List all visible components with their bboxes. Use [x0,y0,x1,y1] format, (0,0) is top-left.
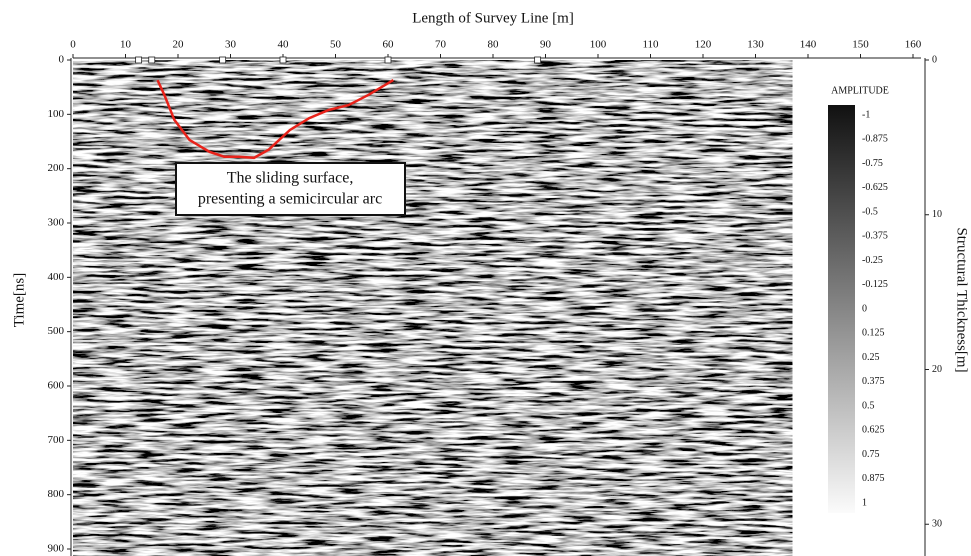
colorbar-tick-label: -0.5 [862,206,878,217]
sliding-surface-curve [156,79,394,160]
y-axis-label: Time[ns] [11,273,27,327]
colorbar-tick-label: 0 [862,303,867,314]
y-tick-label: 700 [48,434,65,446]
colorbar [828,105,855,513]
x-tick-label: 100 [590,39,607,51]
x-tick-label: 150 [852,39,869,51]
colorbar-tick-label: 0.75 [862,449,880,460]
x-tick-label: 70 [435,39,447,51]
y-tick-label: 300 [48,217,65,229]
y-tick-label: 200 [48,162,65,174]
colorbar-tick-label: -0.75 [862,158,883,169]
x-tick-label: 90 [540,39,552,51]
survey-marker [534,56,542,64]
x-tick-label: 0 [70,39,76,51]
colorbar-tick-label: 0.25 [862,352,880,363]
y-tick-label: 800 [48,488,65,500]
annotation-text: presenting a semicircular arc [198,191,382,208]
x-tick-label: 130 [747,39,764,51]
survey-marker [135,56,143,64]
colorbar-tick-label: -0.375 [862,231,888,242]
x-tick-label: 10 [120,39,132,51]
colorbar-tick-label: 0.125 [862,328,885,339]
annotation-text: The sliding surface, [227,170,354,187]
y-tick-label: 500 [48,325,65,337]
x-tick-label: 20 [173,39,185,51]
survey-marker [219,56,227,64]
y-tick-label: 100 [48,108,65,120]
colorbar-tick-label: 0.375 [862,376,885,387]
x-tick-label: 50 [330,39,342,51]
radargram [73,60,793,556]
colorbar-title: AMPLITUDE [831,85,889,96]
annotation-box [175,162,406,216]
colorbar-tick-label: -0.625 [862,182,888,193]
x-axis-label: Length of Survey Line [m] [412,10,574,26]
x-tick-label: 60 [383,39,395,51]
x-tick-label: 30 [225,39,237,51]
x-tick-label: 40 [278,39,290,51]
y-tick-label: 900 [48,543,65,555]
colorbar-tick-label: 0.5 [862,400,875,411]
y-tick-label: 600 [48,380,65,392]
x-tick-label: 110 [642,39,659,51]
colorbar-tick-label: -0.25 [862,255,883,266]
colorbar-tick-label: 0.625 [862,425,885,436]
x-tick-label: 120 [695,39,712,51]
y2-tick-label: 10 [932,209,942,220]
survey-marker [384,56,392,64]
y-tick-label: 400 [48,271,65,283]
colorbar-tick-label: -0.125 [862,279,888,290]
y-tick-label: 0 [59,54,65,66]
plot-area [73,60,793,556]
colorbar-tick-label: -0.875 [862,134,888,145]
colorbar-tick-label: 1 [862,497,867,508]
survey-marker [148,56,156,64]
y2-tick-label: 20 [932,364,942,375]
survey-marker [279,56,287,64]
y2-tick-label: 0 [932,54,937,65]
x-tick-label: 160 [905,39,922,51]
colorbar-tick-label: 0.875 [862,473,885,484]
colorbar-tick-label: -1 [862,109,870,120]
y2-tick-label: 30 [932,519,942,530]
x-tick-label: 80 [488,39,500,51]
y2-axis-label: Structural Thickness[m] [954,227,970,372]
x-tick-label: 140 [800,39,817,51]
